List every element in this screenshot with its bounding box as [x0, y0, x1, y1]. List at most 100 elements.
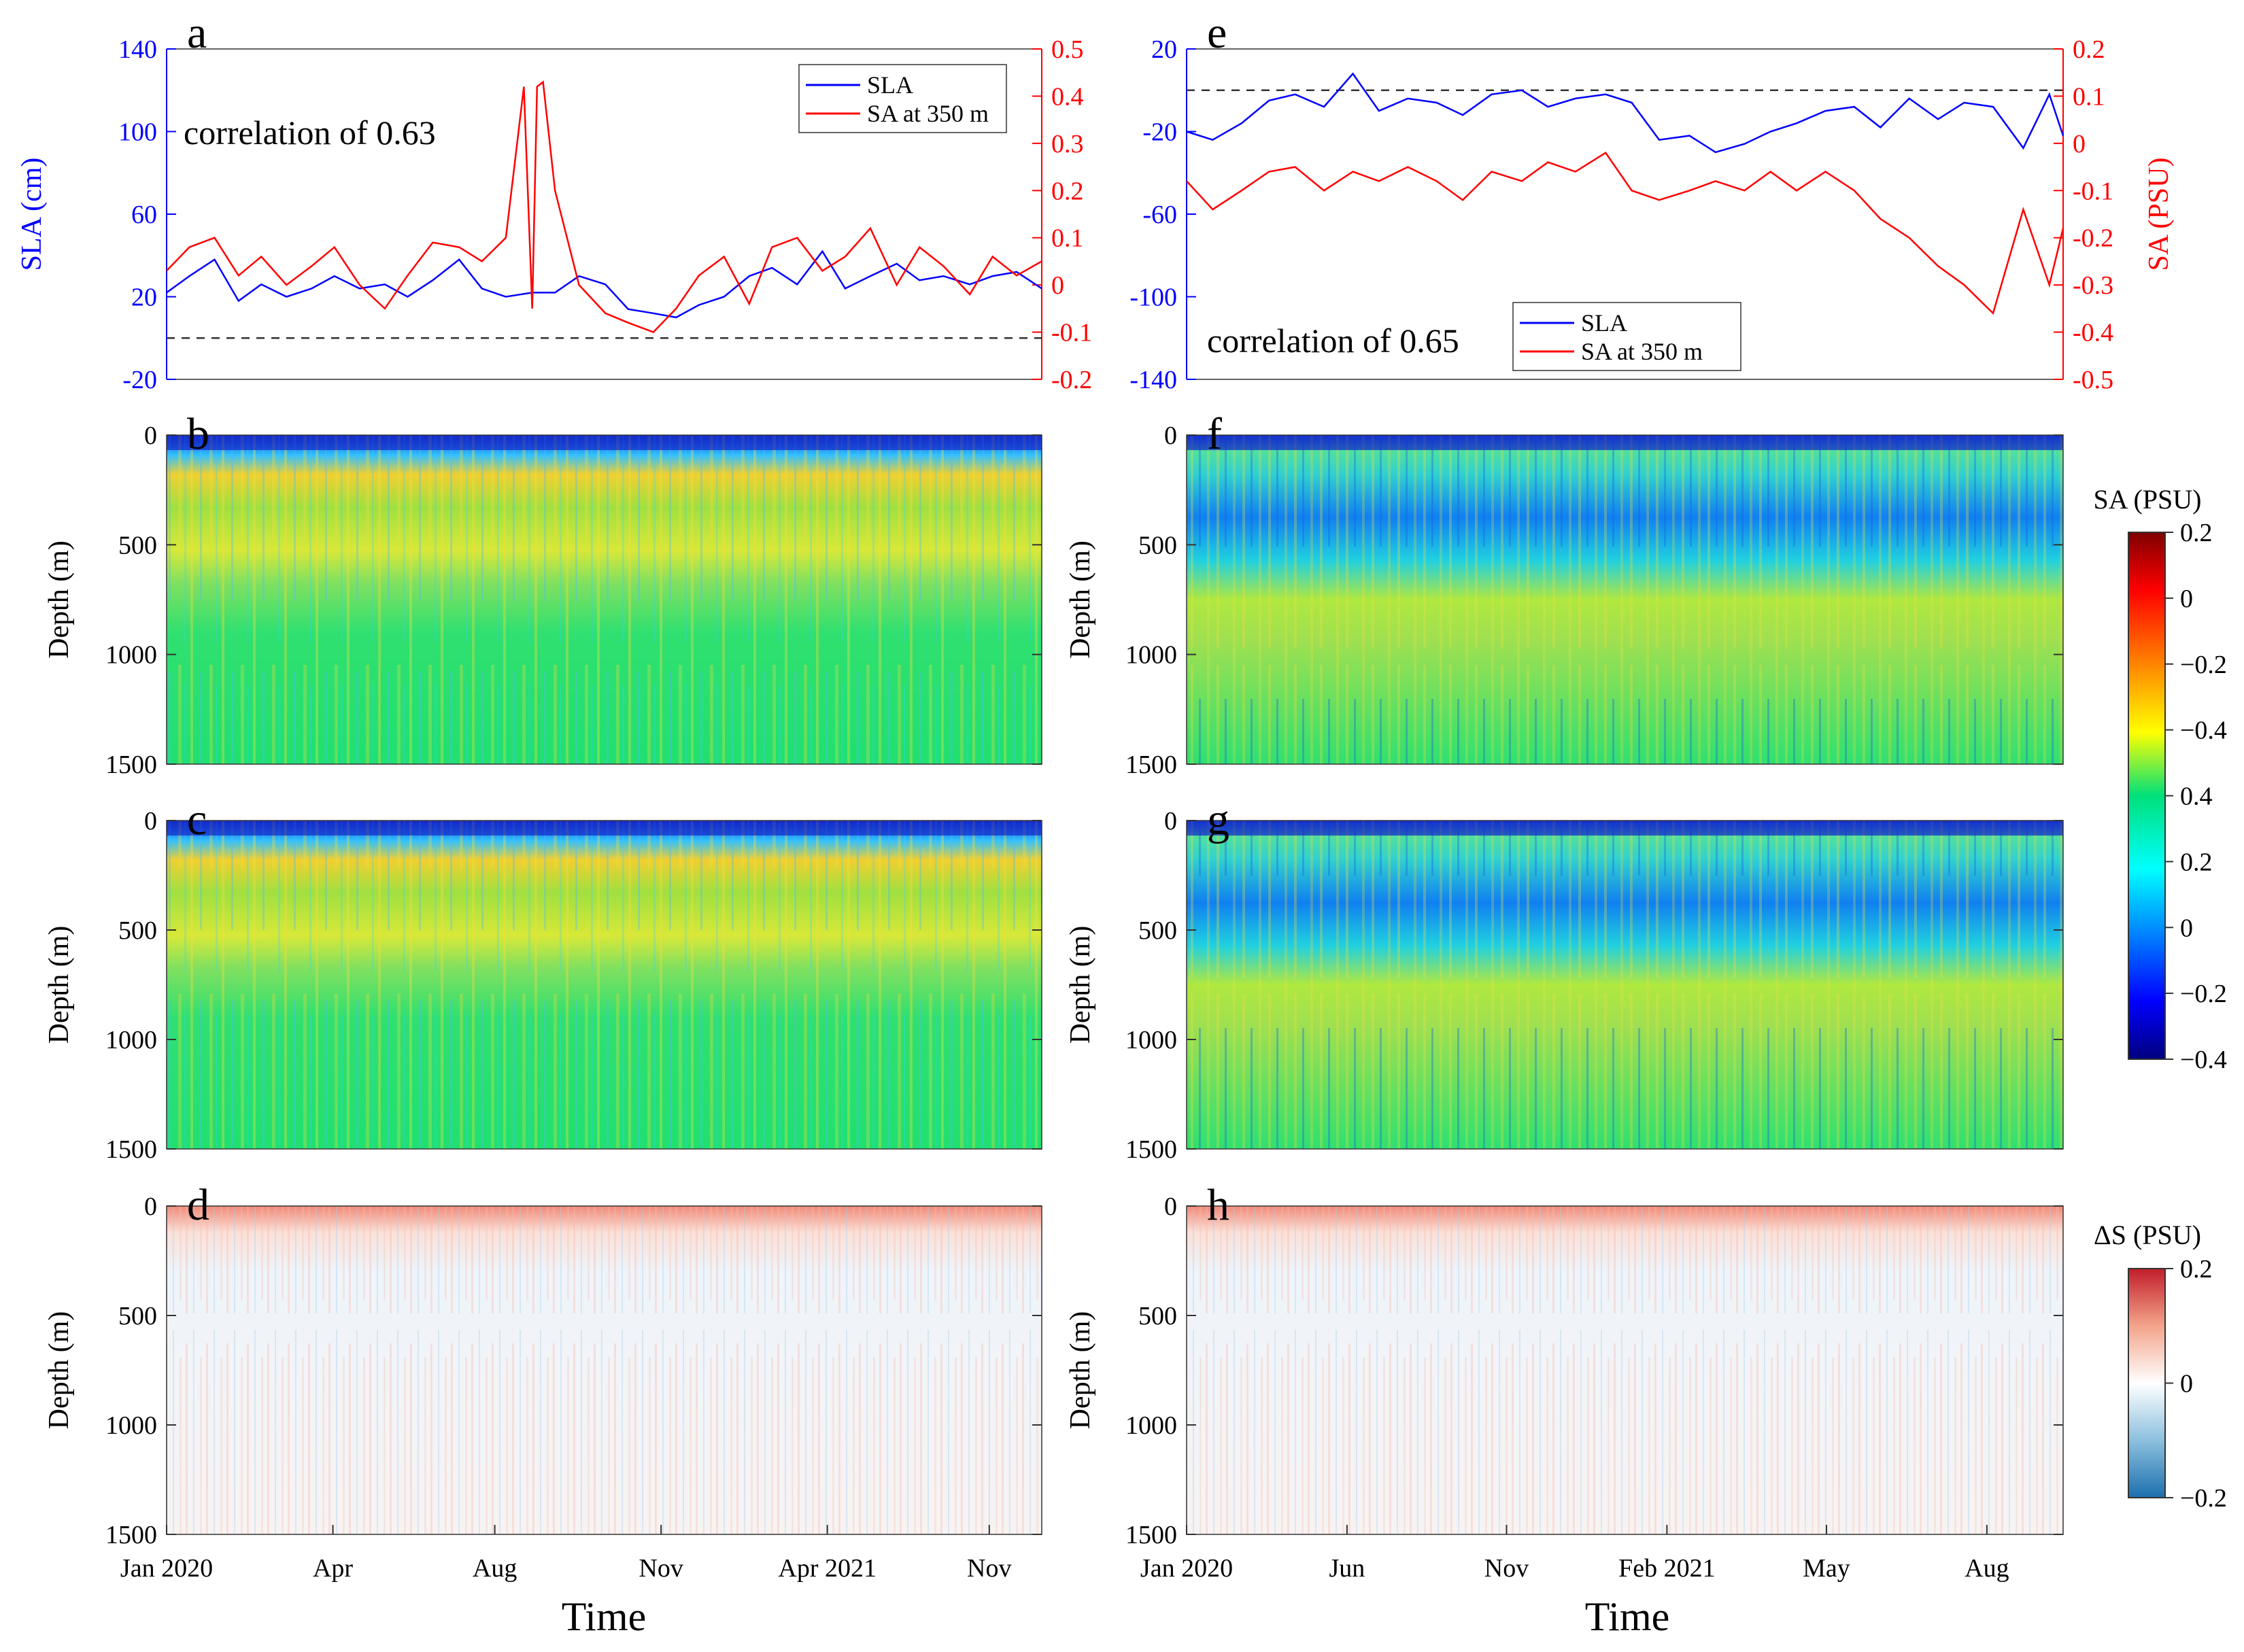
ytick-left-label-a: 100 — [118, 118, 157, 147]
xtick-label-d: Nov — [967, 1554, 1011, 1583]
heatmap-texture-f — [1187, 435, 2063, 764]
colorbar-sa-tick-label: 0.2 — [2180, 519, 2213, 547]
ytick-right-label-e: 0.2 — [2073, 35, 2105, 64]
ytick-label-g: 1000 — [1125, 1026, 1177, 1054]
colorbar-sa-tick-label: −0.4 — [2180, 717, 2227, 745]
ytick-label-f: 0 — [1164, 421, 1177, 450]
y-axis-title-f: Depth (m) — [1065, 540, 1096, 659]
ytick-right-label-a: 0.1 — [1051, 224, 1084, 253]
y-axis-title-g: Depth (m) — [1065, 926, 1096, 1044]
xtick-label-d: Apr 2021 — [778, 1554, 877, 1583]
panel-f: 0 500 1000 1500 Depth (m) f — [1065, 409, 2064, 779]
colorbar-ds-title: ΔS (PSU) — [2094, 1220, 2201, 1250]
series-line-sla-a — [166, 249, 1042, 319]
colorbar-sa-tick-label: 0.2 — [2180, 848, 2213, 876]
colorbar-sa-tick-label: −0.2 — [2180, 651, 2227, 679]
ytick-label-h: 0 — [1164, 1192, 1177, 1221]
panel-c: 0 500 1000 1500 Depth (m) c — [44, 795, 1042, 1164]
heatmap-frame-g — [1186, 820, 2064, 1150]
ytick-right-label-e: -0.2 — [2073, 224, 2113, 253]
xtick-label-h: May — [1803, 1554, 1850, 1583]
y-axis-title-b: Depth (m) — [44, 540, 75, 659]
panel-a: -20 20 60 100 140 -0.2 -0.1 0 0.1 0.2 0.3 0.4 0.5 SLA… — [16, 8, 1092, 394]
xtick-label-h: Aug — [1965, 1554, 2009, 1583]
ytick-label-d: 1000 — [105, 1411, 157, 1440]
heatmap-texture-h — [1187, 1206, 2063, 1534]
ytick-label-f: 1500 — [1125, 751, 1177, 779]
series-line-sla-e — [1186, 72, 2064, 154]
ytick-right-label-e: 0 — [2073, 130, 2086, 158]
ytick-right-label-e: -0.1 — [2073, 177, 2113, 205]
xtick-label-h: Feb 2021 — [1618, 1554, 1716, 1583]
ytick-right-label-a: 0.3 — [1051, 130, 1084, 158]
colorbar-sa-tick-label: 0.4 — [2180, 782, 2213, 811]
legend-label-e: SA at 350 m — [1581, 338, 1703, 365]
heatmap-surface-band-f — [1187, 435, 2063, 450]
ytick-left-label-e: -100 — [1129, 283, 1177, 312]
y-axis-title-d: Depth (m) — [44, 1311, 75, 1430]
legend-label-a: SA at 350 m — [867, 100, 989, 127]
xtick-label-h: Jan 2020 — [1140, 1554, 1233, 1583]
colorbar-sa-tick-label: 0 — [2180, 585, 2193, 613]
ytick-right-label-a: 0 — [1051, 271, 1064, 300]
colorbar-sa: SA (PSU) 0.2 0 −0.2 −0.4 0.4 0.2 0 −0.2 −0.4 — [2094, 484, 2227, 1074]
heatmap-frame-d — [166, 1205, 1042, 1535]
ytick-left-label-e: -60 — [1142, 201, 1177, 229]
panel-label-c: c — [187, 795, 207, 844]
y-axis-title-h: Depth (m) — [1065, 1311, 1096, 1430]
ytick-right-label-a: -0.1 — [1051, 319, 1092, 347]
panel-label-g: g — [1207, 795, 1229, 844]
panel-label-d: d — [187, 1180, 209, 1230]
series-line-sa-at-350-m-e — [1186, 152, 2064, 315]
ytick-label-b: 500 — [118, 531, 157, 560]
ytick-label-d: 500 — [118, 1302, 157, 1330]
ytick-left-label-a: -20 — [122, 366, 157, 394]
ytick-label-c: 0 — [144, 807, 157, 836]
colorbar-sa-gradient — [2128, 532, 2166, 1060]
y-axis-title-c: Depth (m) — [44, 926, 75, 1044]
heatmap-frame-f — [1186, 434, 2064, 765]
colorbar-sa-tick-label: 0 — [2180, 914, 2193, 942]
legend-label-a: SLA — [867, 71, 913, 99]
ytick-right-label-e: -0.4 — [2073, 319, 2113, 347]
ytick-right-label-e: -0.5 — [2073, 366, 2113, 394]
ytick-label-b: 1500 — [105, 751, 157, 779]
ytick-label-b: 1000 — [105, 641, 157, 670]
ytick-left-label-a: 60 — [131, 201, 157, 229]
correlation-annotation-e: correlation of 0.65 — [1207, 322, 1459, 360]
y-axis-title-right-e: SA (PSU) — [2143, 158, 2175, 271]
ytick-left-label-e: -20 — [1142, 118, 1177, 147]
panel-b: 0 500 1000 1500 Depth (m) b — [44, 409, 1042, 779]
xtick-label-d: Apr — [313, 1554, 353, 1583]
heatmap-texture-g — [1187, 821, 2063, 1149]
colorbar-ds: ΔS (PSU) 0.2 0 −0.2 — [2094, 1220, 2227, 1513]
ytick-label-c: 1000 — [105, 1026, 157, 1054]
panel-e: -140 -100 -60 -20 20 -0.5 -0.4 -0.3 -0.2 -0.1 0 0.1… — [1129, 8, 2175, 394]
colorbar-sa-title: SA (PSU) — [2094, 484, 2202, 515]
legend-box-a — [798, 64, 1007, 133]
heatmap-texture-d — [167, 1206, 1042, 1534]
x-axis-title-right: Time — [1585, 1594, 1670, 1639]
ytick-label-h: 500 — [1138, 1302, 1177, 1330]
ytick-label-h: 1000 — [1125, 1411, 1177, 1440]
ytick-right-label-e: 0.1 — [2073, 82, 2105, 111]
legend-box-e — [1512, 302, 1741, 371]
colorbar-ds-tick-label: 0 — [2180, 1370, 2193, 1398]
colorbar-sa-tick-label: −0.2 — [2180, 980, 2227, 1008]
panel-h: 0 500 1000 1500 Depth (m) h Jan 2020 Jun Nov Feb … — [1065, 1180, 2064, 1583]
ytick-label-f: 500 — [1138, 531, 1177, 560]
x-axis-title-left: Time — [562, 1594, 647, 1639]
panel-g: 0 500 1000 1500 Depth (m) g — [1065, 795, 2064, 1164]
ytick-label-g: 0 — [1164, 807, 1177, 836]
ytick-right-label-e: -0.3 — [2073, 271, 2113, 300]
panel-label-f: f — [1207, 409, 1222, 459]
ytick-label-g: 500 — [1138, 916, 1177, 945]
legend-label-e: SLA — [1581, 309, 1627, 337]
panel-label-e: e — [1207, 8, 1227, 58]
heatmap-surface-band-c — [167, 821, 1042, 836]
ytick-right-label-a: -0.2 — [1051, 366, 1092, 394]
colorbar-ds-gradient — [2128, 1268, 2166, 1498]
xtick-label-d: Jan 2020 — [120, 1554, 213, 1583]
xtick-label-d: Aug — [473, 1554, 517, 1583]
